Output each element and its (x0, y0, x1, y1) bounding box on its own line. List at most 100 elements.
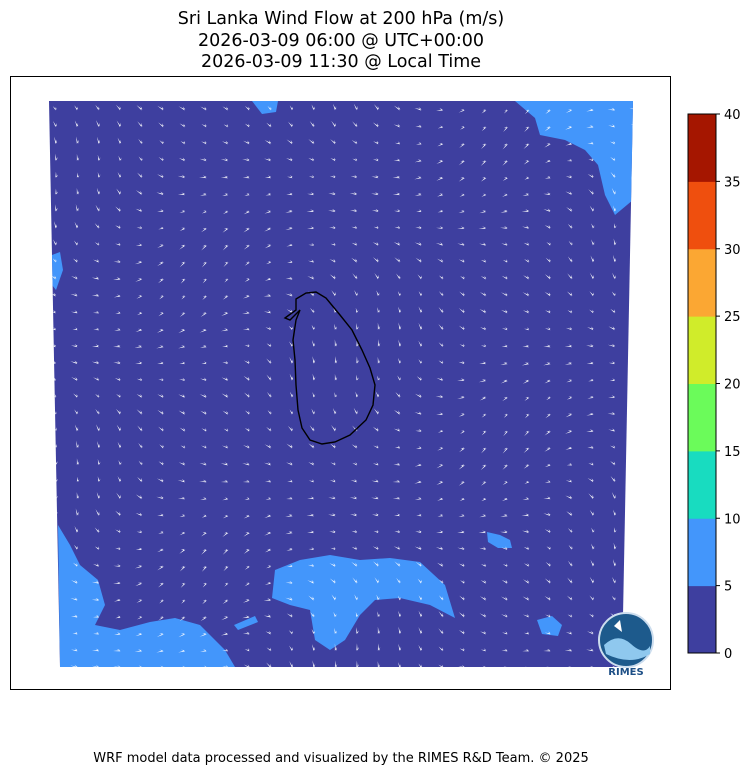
wind-arrow (117, 441, 122, 449)
wind-arrow (222, 360, 229, 365)
wind-arrow (179, 261, 186, 268)
wind-arrow (522, 596, 530, 601)
colorbar-bin (688, 248, 716, 317)
wind-arrow (458, 464, 465, 470)
wind-arrow (331, 120, 336, 128)
wind-arrow (415, 561, 422, 567)
wind-arrow (524, 258, 530, 263)
wind-arrow (632, 140, 633, 145)
wind-arrow (156, 495, 164, 500)
wind-arrow (522, 309, 530, 314)
contour-5-10 (234, 616, 258, 630)
colorbar-bin (688, 114, 716, 182)
wind-arrow (500, 292, 508, 297)
contour-5-10 (58, 525, 235, 667)
wind-arrow (156, 191, 164, 196)
wind-arrow (91, 580, 100, 584)
wind-arrow (500, 379, 508, 384)
wind-arrow (308, 547, 315, 550)
wind-arrow (308, 479, 315, 483)
wind-arrow (351, 444, 358, 449)
wind-arrow (394, 529, 401, 534)
wind-arrow (392, 192, 401, 196)
wind-arrow (372, 158, 379, 162)
wind-arrow (70, 292, 78, 297)
wind-arrow (589, 595, 594, 601)
wind-arrow (201, 123, 207, 128)
wind-arrow (398, 322, 402, 330)
wind-arrow (356, 356, 359, 364)
wind-arrow (158, 582, 164, 588)
wind-arrow (610, 156, 616, 162)
wind-arrow (567, 577, 573, 584)
wind-arrow (91, 648, 100, 652)
wind-arrow (351, 139, 358, 145)
wind-arrow (481, 498, 487, 502)
wind-arrow (201, 427, 207, 432)
wind-arrow (565, 191, 573, 196)
wind-arrow (524, 413, 530, 419)
wind-arrow (502, 160, 508, 166)
wind-arrow (179, 361, 186, 365)
wind-arrow (587, 173, 594, 179)
wind-arrow (635, 492, 638, 499)
wind-arrow (117, 137, 122, 145)
wind-arrow (94, 223, 100, 229)
wind-arrow (522, 344, 530, 348)
wind-arrow (545, 257, 551, 263)
wind-arrow (438, 324, 444, 331)
wind-arrow (178, 633, 186, 638)
wind-arrow (437, 562, 444, 567)
wind-arrow (589, 272, 595, 280)
wind-arrow (587, 445, 594, 449)
wind-arrow (76, 492, 80, 499)
wind-arrow (136, 393, 143, 398)
wind-arrow (351, 561, 358, 567)
wind-arrow (355, 611, 359, 618)
wind-arrow (243, 664, 250, 667)
wind-arrow (480, 481, 487, 486)
wind-arrow (543, 192, 551, 196)
wind-arrow (199, 633, 207, 637)
wind-arrow (93, 327, 100, 331)
wind-arrow (330, 461, 336, 466)
wind-arrow (479, 291, 487, 297)
wind-arrow (398, 662, 401, 667)
wind-arrow (96, 491, 100, 499)
footer-credit: WRF model data processed and visualized … (93, 751, 589, 766)
wind-arrow (415, 393, 422, 398)
wind-arrow (591, 223, 595, 229)
wind-arrow (118, 155, 122, 161)
wind-arrow (94, 242, 100, 246)
wind-arrow (436, 226, 444, 229)
wind-arrow (355, 307, 359, 313)
wind-arrow (480, 630, 487, 635)
wind-arrow (178, 461, 186, 466)
wind-arrow (244, 410, 250, 415)
wind-arrow (177, 174, 186, 179)
wind-arrow (436, 377, 444, 381)
wind-arrow (286, 613, 293, 618)
wind-arrow (178, 649, 186, 653)
wind-arrow (312, 356, 316, 364)
wind-arrow (158, 157, 164, 162)
wind-arrow (200, 616, 207, 622)
wind-arrow (458, 109, 465, 113)
wind-arrow (349, 191, 358, 196)
wind-arrow (418, 322, 423, 330)
wind-arrow (202, 278, 207, 284)
wind-arrow (308, 443, 315, 449)
wind-arrow (544, 143, 551, 148)
wind-arrow (392, 496, 401, 500)
wind-arrow (544, 176, 551, 179)
wind-arrow (501, 327, 508, 331)
wind-arrow (608, 395, 616, 398)
wind-arrow (117, 476, 122, 483)
wind-arrow (138, 443, 143, 449)
wind-arrow (179, 565, 186, 572)
wind-arrow (459, 647, 465, 652)
wind-arrow (480, 275, 487, 280)
wind-arrow (49, 596, 57, 601)
wind-arrow (116, 424, 122, 432)
wind-arrow (565, 413, 573, 418)
